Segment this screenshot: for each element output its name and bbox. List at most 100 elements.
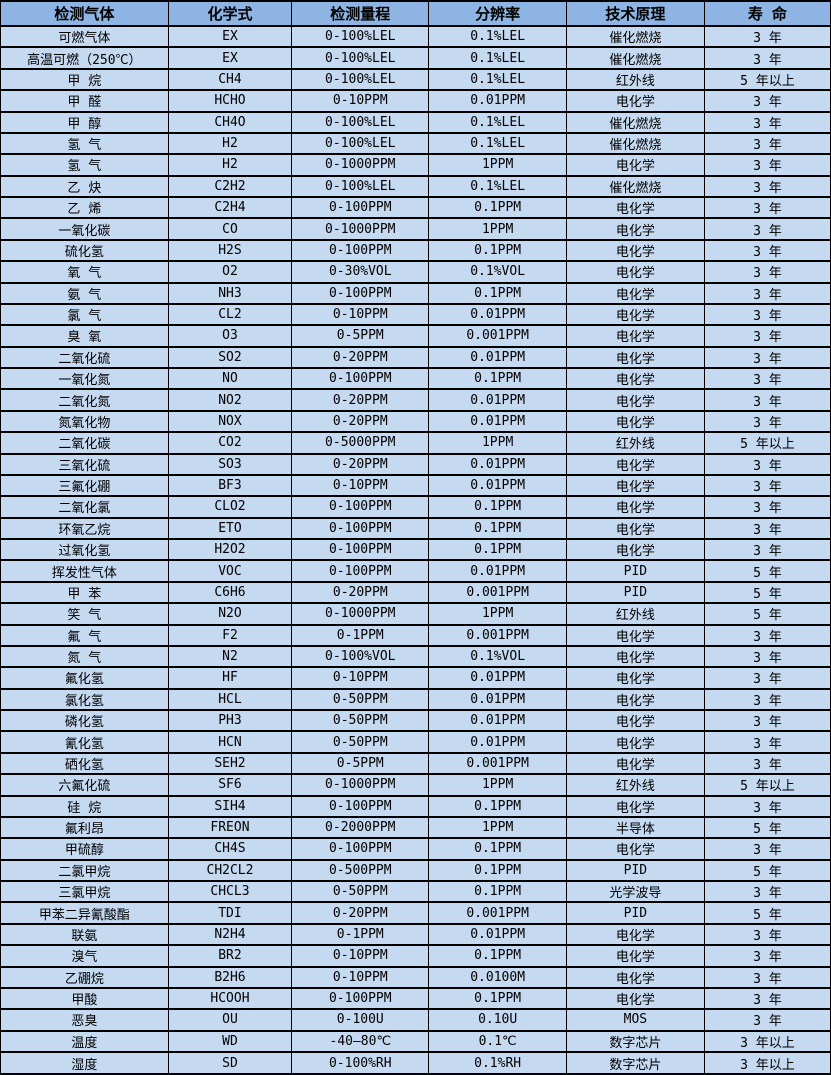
cell-lifespan: 3 年 <box>703 24 831 49</box>
header-row: 检测气体 化学式 检测量程 分辨率 技术原理 寿 命 <box>0 0 831 27</box>
cell-principle: 电化学 <box>566 495 705 519</box>
cell-formula: EX <box>167 24 293 49</box>
cell-gas-name: 溴气 <box>0 944 169 968</box>
cell-resolution: 1PPM <box>428 217 568 241</box>
cell-principle: 数字芯片 <box>566 1029 705 1054</box>
cell-formula: H2 <box>167 153 293 177</box>
cell-lifespan: 3 年 <box>703 110 831 134</box>
cell-resolution: 0.1%LEL <box>428 110 568 134</box>
cell-gas-name: 氢 气 <box>0 131 169 156</box>
cell-lifespan: 3 年 <box>703 495 831 519</box>
cell-principle: 电化学 <box>566 345 705 370</box>
cell-gas-name: 硫化氢 <box>0 238 169 263</box>
cell-gas-name: 乙 烯 <box>0 195 169 220</box>
table-row: 氮 气 N2 0-100%VOL 0.1%VOL 电化学 3 年 <box>0 644 831 669</box>
cell-formula: OU <box>167 1008 293 1032</box>
cell-principle: MOS <box>566 1008 705 1032</box>
cell-formula: H2O2 <box>167 537 293 562</box>
table-body: 可燃气体 EX 0-100%LEL 0.1%LEL 催化燃烧 3 年高温可燃（250℃） E… <box>0 24 831 1075</box>
table-row: 二氧化碳 CO2 0-5000PPM 1PPM 红外线 5 年以上 <box>0 431 831 455</box>
cell-gas-name: 一氧化碳 <box>0 217 169 241</box>
cell-formula: CH2CL2 <box>167 858 293 883</box>
cell-gas-name: 湿度 <box>0 1051 169 1075</box>
cell-range: 0-20PPM <box>291 452 430 476</box>
cell-range: 0-50PPM <box>291 879 430 904</box>
cell-formula: SEH2 <box>167 751 293 776</box>
cell-gas-name: 硒化氢 <box>0 751 169 776</box>
cell-resolution: 1PPM <box>428 602 568 626</box>
cell-formula: WD <box>167 1029 293 1054</box>
cell-range: 0-500PPM <box>291 858 430 883</box>
table-row: 甲酸 HCOOH 0-100PPM 0.1PPM 电化学 3 年 <box>0 986 831 1011</box>
cell-range: 0-10PPM <box>291 89 430 113</box>
cell-lifespan: 3 年 <box>703 687 831 712</box>
table-row: 甲 烷 CH4 0-100%LEL 0.1%LEL 红外线 5 年以上 <box>0 67 831 92</box>
cell-principle: 电化学 <box>566 708 705 733</box>
cell-principle: 催化燃烧 <box>566 46 705 70</box>
cell-gas-name: 二氧化碳 <box>0 431 169 455</box>
cell-formula: FREON <box>167 815 293 840</box>
cell-formula: CO <box>167 217 293 241</box>
cell-range: 0-5000PPM <box>291 431 430 455</box>
cell-principle: 电化学 <box>566 260 705 284</box>
table-row: 可燃气体 EX 0-100%LEL 0.1%LEL 催化燃烧 3 年 <box>0 24 831 49</box>
cell-resolution: 0.1%VOL <box>428 644 568 669</box>
cell-resolution: 0.1%LEL <box>428 67 568 92</box>
cell-range: 0-10PPM <box>291 666 430 690</box>
cell-formula: CH4O <box>167 110 293 134</box>
cell-principle: 红外线 <box>566 431 705 455</box>
cell-principle: 电化学 <box>566 687 705 712</box>
cell-formula: TDI <box>167 901 293 925</box>
cell-gas-name: 甲 苯 <box>0 580 169 605</box>
table-row: 高温可燃（250℃） EX 0-100%LEL 0.1%LEL 催化燃烧 3 年 <box>0 46 831 70</box>
cell-gas-name: 过氧化氢 <box>0 537 169 562</box>
cell-resolution: 0.1PPM <box>428 281 568 305</box>
cell-principle: 电化学 <box>566 302 705 327</box>
cell-lifespan: 3 年 <box>703 516 831 541</box>
cell-principle: 电化学 <box>566 965 705 989</box>
cell-formula: C2H4 <box>167 195 293 220</box>
cell-principle: 电化学 <box>566 794 705 818</box>
cell-range: 0-100PPM <box>291 495 430 519</box>
cell-resolution: 0.01PPM <box>428 559 568 583</box>
cell-range: 0-2000PPM <box>291 815 430 840</box>
cell-principle: 电化学 <box>566 388 705 412</box>
cell-gas-name: 氧 气 <box>0 260 169 284</box>
table-row: 乙 炔 C2H2 0-100%LEL 0.1%LEL 催化燃烧 3 年 <box>0 174 831 199</box>
cell-formula: N2O <box>167 602 293 626</box>
cell-gas-name: 氮氧化物 <box>0 409 169 434</box>
cell-formula: VOC <box>167 559 293 583</box>
cell-range: 0-50PPM <box>291 708 430 733</box>
cell-resolution: 0.10U <box>428 1008 568 1032</box>
cell-formula: SD <box>167 1051 293 1075</box>
table-row: 甲 醇 CH4O 0-100%LEL 0.1%LEL 催化燃烧 3 年 <box>0 110 831 134</box>
cell-resolution: 0.01PPM <box>428 302 568 327</box>
table-row: 溴气 BR2 0-10PPM 0.1PPM 电化学 3 年 <box>0 944 831 968</box>
cell-principle: 电化学 <box>566 516 705 541</box>
cell-principle: 电化学 <box>566 537 705 562</box>
cell-gas-name: 温度 <box>0 1029 169 1054</box>
cell-resolution: 0.01PPM <box>428 409 568 434</box>
cell-range: 0-1PPM <box>291 922 430 947</box>
table-row: 过氧化氢 H2O2 0-100PPM 0.1PPM 电化学 3 年 <box>0 537 831 562</box>
cell-lifespan: 3 年以上 <box>703 1029 831 1054</box>
cell-lifespan: 5 年 <box>703 559 831 583</box>
cell-resolution: 1PPM <box>428 153 568 177</box>
cell-lifespan: 3 年 <box>703 366 831 391</box>
cell-range: 0-100PPM <box>291 238 430 263</box>
cell-formula: B2H6 <box>167 965 293 989</box>
cell-lifespan: 3 年 <box>703 281 831 305</box>
cell-gas-name: 乙 炔 <box>0 174 169 199</box>
cell-resolution: 0.001PPM <box>428 623 568 647</box>
table-row: 二氧化硫 SO2 0-20PPM 0.01PPM 电化学 3 年 <box>0 345 831 370</box>
cell-gas-name: 氟化氢 <box>0 666 169 690</box>
cell-gas-name: 氯化氢 <box>0 687 169 712</box>
cell-formula: BR2 <box>167 944 293 968</box>
cell-principle: 电化学 <box>566 281 705 305</box>
cell-range: 0-30%VOL <box>291 260 430 284</box>
cell-lifespan: 5 年以上 <box>703 67 831 92</box>
cell-principle: 电化学 <box>566 89 705 113</box>
cell-principle: 电化学 <box>566 944 705 968</box>
cell-lifespan: 3 年 <box>703 708 831 733</box>
